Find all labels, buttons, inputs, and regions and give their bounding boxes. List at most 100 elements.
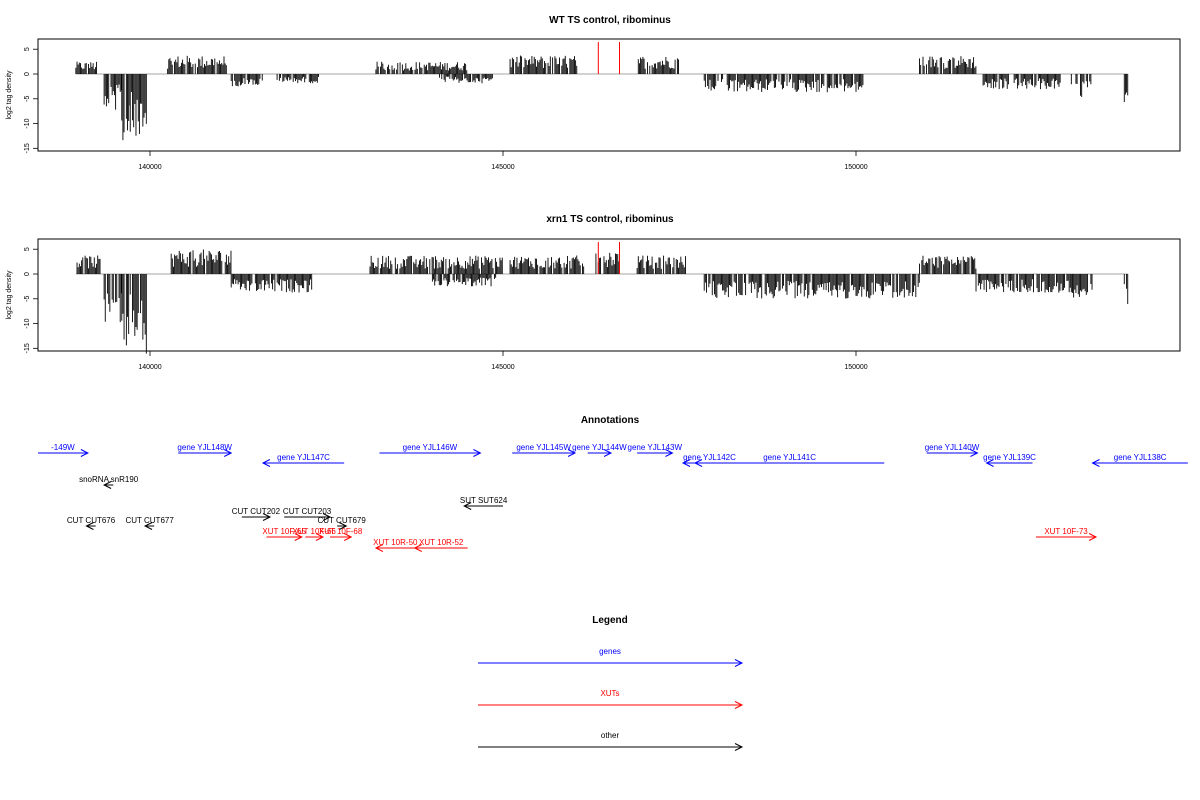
- annotation-feature: gene YJL142C: [681, 453, 736, 467]
- feature-arrowhead: [734, 659, 744, 667]
- annotation-feature: XUT 10F-73: [1036, 527, 1098, 541]
- feature-arrowhead: [261, 459, 271, 467]
- x-tick-label: 140000: [138, 364, 161, 371]
- feature-arrowhead: [80, 449, 89, 457]
- feature-arrowhead: [603, 449, 613, 457]
- feature-label: gene YJL143W: [628, 443, 683, 452]
- feature-label: XUT 10R-52: [419, 538, 464, 547]
- feature-arrowhead: [143, 522, 153, 530]
- y-tick-label: -5: [24, 296, 31, 302]
- legend-item-label: XUTs: [600, 689, 619, 698]
- feature-arrowhead: [1091, 459, 1100, 467]
- feature-arrowhead: [681, 459, 691, 467]
- wt-y-axis: -15 -10 -5 0 5: [24, 47, 39, 153]
- legend-item-label: genes: [599, 647, 621, 656]
- wt-y-axis-label: log2 tag density: [6, 70, 13, 120]
- annotation-feature: XUT 10F-66: [292, 527, 336, 541]
- feature-label: gene YJL148W: [177, 443, 232, 452]
- wt-plot-frame: [37, 38, 1181, 152]
- feature-arrowhead: [322, 513, 332, 521]
- feature-label: XUT 10F-68: [319, 527, 363, 536]
- y-tick-label: -15: [24, 343, 31, 353]
- annotation-feature: gene YJL146W: [379, 443, 482, 457]
- feature-arrowhead: [473, 449, 482, 457]
- annotation-feature: snoRNA snR190: [79, 475, 139, 489]
- feature-arrowhead: [970, 449, 979, 457]
- feature-label: XUT 10R-50: [373, 538, 418, 547]
- y-tick-label: -15: [24, 143, 31, 153]
- feature-arrowhead: [665, 449, 674, 457]
- annotation-feature: CUT CUT677: [125, 516, 174, 530]
- annotation-feature: CUT CUT202: [232, 507, 281, 521]
- annotation-feature: gene YJL147C: [261, 453, 345, 467]
- feature-arrowhead: [413, 544, 422, 552]
- legend-item: genes: [478, 647, 744, 667]
- y-tick-label: 0: [24, 272, 31, 276]
- xrn1-track-title: xrn1 TS control, ribominus: [546, 214, 674, 225]
- y-tick-label: -10: [24, 118, 31, 128]
- annotation-feature: CUT CUT203: [283, 507, 332, 521]
- feature-label: XUT 10F-73: [1044, 527, 1088, 536]
- feature-arrowhead: [315, 533, 325, 541]
- feature-label: gene YJL147C: [277, 453, 330, 462]
- legend-title: Legend: [592, 615, 628, 626]
- annotation-feature: gene YJL148W: [177, 443, 232, 457]
- y-tick-label: -5: [24, 96, 31, 102]
- annotation-feature: gene YJL145W: [512, 443, 577, 457]
- feature-arrowhead: [102, 481, 112, 489]
- y-tick-label: -10: [24, 318, 31, 328]
- y-tick-label: 5: [24, 47, 31, 51]
- feature-arrowhead: [567, 449, 577, 457]
- annotation-feature: CUT CUT679: [318, 516, 367, 530]
- legend-item-label: other: [601, 731, 620, 740]
- wt-track-title: WT TS control, ribominus: [549, 15, 671, 26]
- annotation-features: -149W gene YJL148W gene YJL147C gene YJL146…: [38, 443, 1188, 552]
- feature-label: -149W: [51, 443, 75, 452]
- feature-arrowhead: [343, 533, 353, 541]
- annotation-feature: XUT 10R-52: [413, 538, 468, 552]
- wt-track-panel: WT TS control, ribominus log2 tag densit…: [6, 15, 1181, 171]
- feature-arrowhead: [262, 513, 272, 521]
- feature-arrowhead: [693, 459, 703, 467]
- annotation-feature: XUT 10R-50: [373, 538, 418, 552]
- legend-item: XUTs: [478, 689, 744, 709]
- annotations-panel: Annotations -149W gene YJL148W gene YJL147…: [38, 415, 1188, 552]
- x-tick-label: 150000: [844, 364, 867, 371]
- feature-arrowhead: [85, 522, 94, 530]
- y-tick-label: 0: [24, 72, 31, 76]
- legend-items: genes XUTs other: [478, 647, 744, 751]
- x-tick-label: 150000: [844, 164, 867, 171]
- feature-label: gene YJL145W: [516, 443, 571, 452]
- feature-label: CUT CUT203: [283, 507, 332, 516]
- feature-label: XUT 10F-65: [262, 527, 306, 536]
- feature-label: snoRNA snR190: [79, 475, 139, 484]
- legend-panel: Legend genes XUTs other: [478, 615, 744, 751]
- annotation-feature: gene YJL140W: [925, 443, 980, 457]
- feature-label: CUT CUT679: [318, 516, 367, 525]
- feature-label: gene YJL146W: [403, 443, 458, 452]
- xrn1-y-axis-label: log2 tag density: [6, 270, 13, 320]
- feature-label: gene YJL144W: [572, 443, 627, 452]
- feature-label: CUT CUT202: [232, 507, 281, 516]
- feature-arrowhead: [223, 449, 233, 457]
- feature-arrowhead: [463, 502, 472, 510]
- x-tick-label: 145000: [491, 364, 514, 371]
- wt-bars: [75, 42, 1129, 141]
- feature-arrowhead: [734, 701, 744, 709]
- feature-label: gene YJL139C: [983, 453, 1036, 462]
- annotations-title: Annotations: [581, 415, 640, 426]
- feature-arrowhead: [294, 533, 303, 541]
- annotation-feature: gene YJL139C: [983, 453, 1036, 467]
- feature-label: XUT 10F-66: [292, 527, 336, 536]
- annotation-feature: XUT 10F-65: [262, 527, 306, 541]
- annotation-feature: CUT CUT676: [67, 516, 116, 530]
- x-tick-label: 140000: [138, 164, 161, 171]
- xrn1-x-axis: 140000 145000 150000: [138, 351, 868, 371]
- annotation-feature: XUT 10F-68: [319, 527, 363, 541]
- annotation-feature: gene YJL143W: [628, 443, 683, 457]
- annotation-feature: gene YJL141C: [693, 453, 885, 467]
- wt-x-axis: 140000 145000 150000: [138, 151, 868, 171]
- annotation-feature: gene YJL138C: [1091, 453, 1188, 467]
- x-tick-label: 145000: [491, 164, 514, 171]
